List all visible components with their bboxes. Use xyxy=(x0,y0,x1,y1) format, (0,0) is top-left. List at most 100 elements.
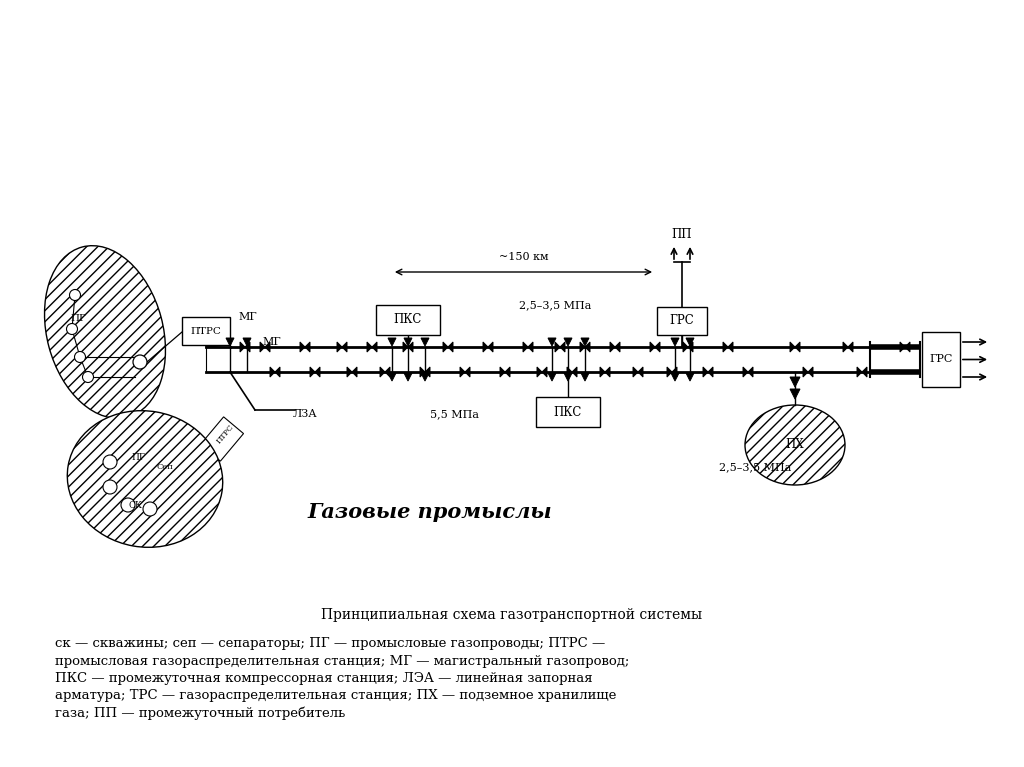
Text: ПГ: ПГ xyxy=(70,314,86,324)
Polygon shape xyxy=(848,342,853,352)
Polygon shape xyxy=(342,342,347,352)
Text: ПП: ПП xyxy=(672,228,692,241)
Text: промысловая газораспределительная станция; МГ — магистральный газопровод;: промысловая газораспределительная станци… xyxy=(55,654,630,667)
Polygon shape xyxy=(300,342,305,352)
Text: ГРС: ГРС xyxy=(930,354,952,364)
Circle shape xyxy=(133,355,147,369)
Polygon shape xyxy=(843,342,848,352)
Polygon shape xyxy=(505,367,510,377)
Text: арматура; ТРС — газораспределительная станция; ПХ — подземное хранилище: арматура; ТРС — газораспределительная ст… xyxy=(55,690,616,703)
Polygon shape xyxy=(560,342,565,352)
Polygon shape xyxy=(270,367,275,377)
Polygon shape xyxy=(615,342,620,352)
Bar xyxy=(922,332,961,387)
Polygon shape xyxy=(388,338,396,346)
Polygon shape xyxy=(905,342,910,352)
Polygon shape xyxy=(528,342,534,352)
Bar xyxy=(376,305,440,335)
Polygon shape xyxy=(388,373,396,381)
Text: ПТРС: ПТРС xyxy=(190,327,221,335)
Polygon shape xyxy=(310,367,315,377)
Ellipse shape xyxy=(745,405,845,485)
Polygon shape xyxy=(650,342,655,352)
Polygon shape xyxy=(605,367,610,377)
Text: 5,5 МПа: 5,5 МПа xyxy=(430,409,479,419)
Polygon shape xyxy=(367,342,372,352)
Polygon shape xyxy=(408,342,413,352)
Polygon shape xyxy=(564,338,572,346)
Text: 2,5–3,5 МПа: 2,5–3,5 МПа xyxy=(719,462,792,472)
Ellipse shape xyxy=(68,410,222,548)
Polygon shape xyxy=(723,342,728,352)
Polygon shape xyxy=(548,338,556,346)
Polygon shape xyxy=(245,342,250,352)
Polygon shape xyxy=(790,342,795,352)
Polygon shape xyxy=(803,367,808,377)
Polygon shape xyxy=(790,389,800,399)
Circle shape xyxy=(70,289,81,301)
Polygon shape xyxy=(580,342,585,352)
Text: Принципиальная схема газотранспортной системы: Принципиальная схема газотранспортной си… xyxy=(322,608,702,622)
Text: Газовые промыслы: Газовые промыслы xyxy=(307,502,552,522)
Bar xyxy=(657,307,707,335)
Polygon shape xyxy=(610,342,615,352)
Text: ПХ: ПХ xyxy=(785,439,804,452)
Polygon shape xyxy=(688,342,693,352)
Text: ПКС: ПКС xyxy=(394,314,422,327)
Polygon shape xyxy=(425,367,430,377)
Polygon shape xyxy=(305,342,310,352)
Polygon shape xyxy=(465,367,470,377)
Polygon shape xyxy=(523,342,528,352)
Polygon shape xyxy=(748,367,753,377)
Polygon shape xyxy=(686,373,694,381)
Polygon shape xyxy=(488,342,493,352)
Polygon shape xyxy=(671,373,679,381)
Text: СК: СК xyxy=(128,501,142,509)
Polygon shape xyxy=(728,342,733,352)
Polygon shape xyxy=(421,338,429,346)
Circle shape xyxy=(75,351,85,363)
Polygon shape xyxy=(385,367,390,377)
Text: ЛЗА: ЛЗА xyxy=(293,409,317,419)
Polygon shape xyxy=(421,373,429,381)
Text: ПКС — промежуточная компрессорная станция; ЛЭА — линейная запорная: ПКС — промежуточная компрессорная станци… xyxy=(55,672,593,685)
Bar xyxy=(201,416,244,461)
Text: ПКС: ПКС xyxy=(554,406,583,419)
Text: ПГ: ПГ xyxy=(131,453,145,462)
Polygon shape xyxy=(460,367,465,377)
Circle shape xyxy=(83,371,93,383)
Polygon shape xyxy=(808,367,813,377)
Polygon shape xyxy=(449,342,453,352)
Polygon shape xyxy=(347,367,352,377)
Text: ск — скважины; сеп — сепараторы; ПГ — промысловые газопроводы; ПТРС —: ск — скважины; сеп — сепараторы; ПГ — пр… xyxy=(55,637,605,650)
Polygon shape xyxy=(633,367,638,377)
Polygon shape xyxy=(404,338,412,346)
Polygon shape xyxy=(243,338,251,346)
Polygon shape xyxy=(790,377,800,387)
Text: ~150 км: ~150 км xyxy=(499,252,548,262)
Polygon shape xyxy=(265,342,270,352)
Polygon shape xyxy=(315,367,319,377)
Polygon shape xyxy=(743,367,748,377)
Text: МГ: МГ xyxy=(239,312,257,322)
Bar xyxy=(536,397,600,427)
Polygon shape xyxy=(275,367,280,377)
Polygon shape xyxy=(857,367,862,377)
Polygon shape xyxy=(372,342,377,352)
Polygon shape xyxy=(537,367,542,377)
Polygon shape xyxy=(548,373,556,381)
Polygon shape xyxy=(638,367,643,377)
Polygon shape xyxy=(795,342,800,352)
Circle shape xyxy=(143,502,157,516)
Polygon shape xyxy=(337,342,342,352)
Polygon shape xyxy=(900,342,905,352)
Text: газа; ПП — промежуточный потребитель: газа; ПП — промежуточный потребитель xyxy=(55,707,345,720)
Polygon shape xyxy=(655,342,660,352)
Polygon shape xyxy=(555,342,560,352)
Polygon shape xyxy=(500,367,505,377)
Polygon shape xyxy=(708,367,713,377)
Polygon shape xyxy=(572,367,577,377)
Circle shape xyxy=(103,480,117,494)
Polygon shape xyxy=(600,367,605,377)
Bar xyxy=(182,317,230,345)
